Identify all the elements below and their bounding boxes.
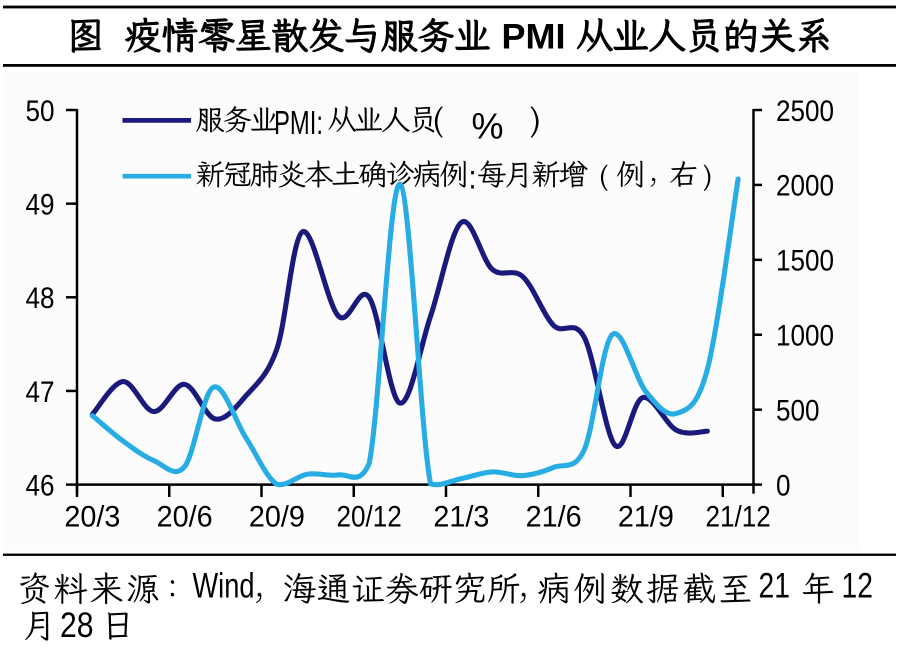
svg-text:%: % [472,106,504,147]
svg-text:21: 21 [759,567,790,606]
svg-text:12: 12 [842,567,873,606]
svg-text:49: 49 [26,189,55,222]
svg-text:PMI:: PMI: [274,105,323,142]
svg-text:1000: 1000 [776,320,834,353]
svg-text:28: 28 [60,606,94,645]
svg-text:48: 48 [26,282,55,315]
svg-text:2000: 2000 [776,170,834,203]
svg-text:Wind: Wind [193,567,255,606]
svg-text:PMI: PMI [502,17,566,57]
svg-text:21/3: 21/3 [433,501,489,534]
svg-text:21/12: 21/12 [705,501,770,534]
svg-text:46: 46 [26,469,55,502]
svg-text:20/6: 20/6 [157,501,213,534]
svg-text:20/12: 20/12 [336,501,401,534]
svg-text:2500: 2500 [776,95,834,128]
svg-text:50: 50 [26,95,55,128]
svg-text::: : [469,160,477,197]
svg-text:20/3: 20/3 [64,501,120,534]
svg-text:47: 47 [26,376,55,409]
svg-text:21/9: 21/9 [618,501,674,534]
svg-text:21/6: 21/6 [526,501,582,534]
svg-text:1500: 1500 [776,245,834,278]
svg-text:0: 0 [776,469,791,502]
svg-text:20/9: 20/9 [249,501,305,534]
svg-text:500: 500 [776,395,820,428]
